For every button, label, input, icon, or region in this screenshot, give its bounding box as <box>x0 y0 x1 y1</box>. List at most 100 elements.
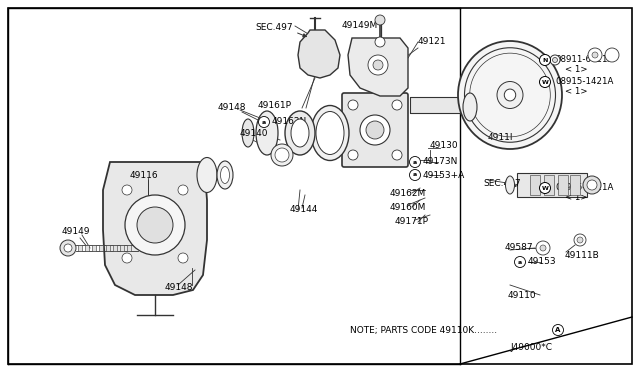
Text: < 1>: < 1> <box>565 193 588 202</box>
Ellipse shape <box>311 106 349 160</box>
Text: W: W <box>541 186 548 190</box>
Circle shape <box>536 241 550 255</box>
Ellipse shape <box>256 111 278 155</box>
Text: a: a <box>518 260 522 264</box>
Text: 49148: 49148 <box>218 103 246 112</box>
Bar <box>85 245 89 251</box>
Bar <box>410 97 500 113</box>
Text: 49153: 49153 <box>528 257 557 266</box>
Text: 49173N: 49173N <box>423 157 458 167</box>
Text: 49144: 49144 <box>290 205 318 215</box>
Bar <box>106 245 110 251</box>
Circle shape <box>540 55 550 65</box>
Ellipse shape <box>504 89 516 101</box>
Text: 49153+A: 49153+A <box>423 170 465 180</box>
Ellipse shape <box>552 58 557 62</box>
Circle shape <box>540 183 550 193</box>
Polygon shape <box>103 162 207 295</box>
Circle shape <box>577 237 583 243</box>
Bar <box>127 245 131 251</box>
Ellipse shape <box>217 161 233 189</box>
Circle shape <box>366 121 384 139</box>
Polygon shape <box>298 30 340 78</box>
Text: 49162N: 49162N <box>272 118 307 126</box>
FancyBboxPatch shape <box>342 93 408 167</box>
Circle shape <box>360 115 390 145</box>
Circle shape <box>588 48 602 62</box>
Bar <box>120 245 124 251</box>
Text: a: a <box>262 119 266 125</box>
Ellipse shape <box>242 119 254 147</box>
Circle shape <box>373 60 383 70</box>
Circle shape <box>259 116 269 128</box>
Text: SEC.497: SEC.497 <box>483 179 520 187</box>
Circle shape <box>540 77 550 87</box>
Ellipse shape <box>221 167 230 183</box>
Bar <box>530 175 540 195</box>
Text: a: a <box>413 173 417 177</box>
Text: 49161P: 49161P <box>258 100 292 109</box>
Bar <box>517 173 587 197</box>
Text: J49000*C: J49000*C <box>510 343 552 353</box>
Circle shape <box>348 100 358 110</box>
Bar <box>92 245 96 251</box>
Circle shape <box>583 176 601 194</box>
Text: 08915-1421A: 08915-1421A <box>555 77 613 87</box>
Text: < 1>: < 1> <box>565 65 588 74</box>
Circle shape <box>137 207 173 243</box>
Ellipse shape <box>291 119 309 147</box>
Circle shape <box>540 245 546 251</box>
Text: 49587: 49587 <box>505 244 534 253</box>
Ellipse shape <box>316 112 344 154</box>
Circle shape <box>574 234 586 246</box>
Circle shape <box>375 15 385 25</box>
Bar <box>544 175 554 195</box>
Circle shape <box>122 253 132 263</box>
Circle shape <box>64 244 72 252</box>
Text: < 1>: < 1> <box>565 87 588 96</box>
Ellipse shape <box>550 55 560 65</box>
Text: 49130: 49130 <box>430 141 459 150</box>
Circle shape <box>392 150 402 160</box>
Bar <box>78 245 82 251</box>
Text: 49148: 49148 <box>165 283 193 292</box>
Text: 08911-6421A: 08911-6421A <box>555 55 613 64</box>
Ellipse shape <box>463 93 477 121</box>
Text: 49149M: 49149M <box>342 20 378 29</box>
Ellipse shape <box>197 157 217 192</box>
Text: a: a <box>413 160 417 164</box>
Text: 49149: 49149 <box>62 228 90 237</box>
Text: A: A <box>556 327 561 333</box>
Text: 49160M: 49160M <box>390 202 426 212</box>
Circle shape <box>605 48 619 62</box>
Ellipse shape <box>458 41 562 149</box>
Circle shape <box>375 37 385 47</box>
Text: 49140: 49140 <box>240 128 269 138</box>
Circle shape <box>178 253 188 263</box>
Text: N: N <box>542 58 548 62</box>
Polygon shape <box>348 38 408 96</box>
Circle shape <box>368 55 388 75</box>
Bar <box>558 175 568 195</box>
Text: 49110: 49110 <box>508 291 536 299</box>
Text: 49171P: 49171P <box>395 218 429 227</box>
Text: SEC.497: SEC.497 <box>255 23 292 32</box>
Text: NOTE; PARTS CODE 49110K........: NOTE; PARTS CODE 49110K........ <box>350 326 497 334</box>
Circle shape <box>392 100 402 110</box>
Circle shape <box>178 185 188 195</box>
Text: 08915-1421A: 08915-1421A <box>555 183 613 192</box>
Ellipse shape <box>275 148 289 162</box>
Bar <box>570 175 580 195</box>
Circle shape <box>410 157 420 167</box>
Text: 49116: 49116 <box>130 170 159 180</box>
Text: 49121: 49121 <box>418 38 447 46</box>
Bar <box>113 245 117 251</box>
Circle shape <box>60 240 76 256</box>
Ellipse shape <box>285 111 315 155</box>
Ellipse shape <box>506 176 515 194</box>
Circle shape <box>552 324 563 336</box>
Text: 49111B: 49111B <box>565 250 600 260</box>
Circle shape <box>410 170 420 180</box>
Bar <box>99 245 103 251</box>
Circle shape <box>515 257 525 267</box>
